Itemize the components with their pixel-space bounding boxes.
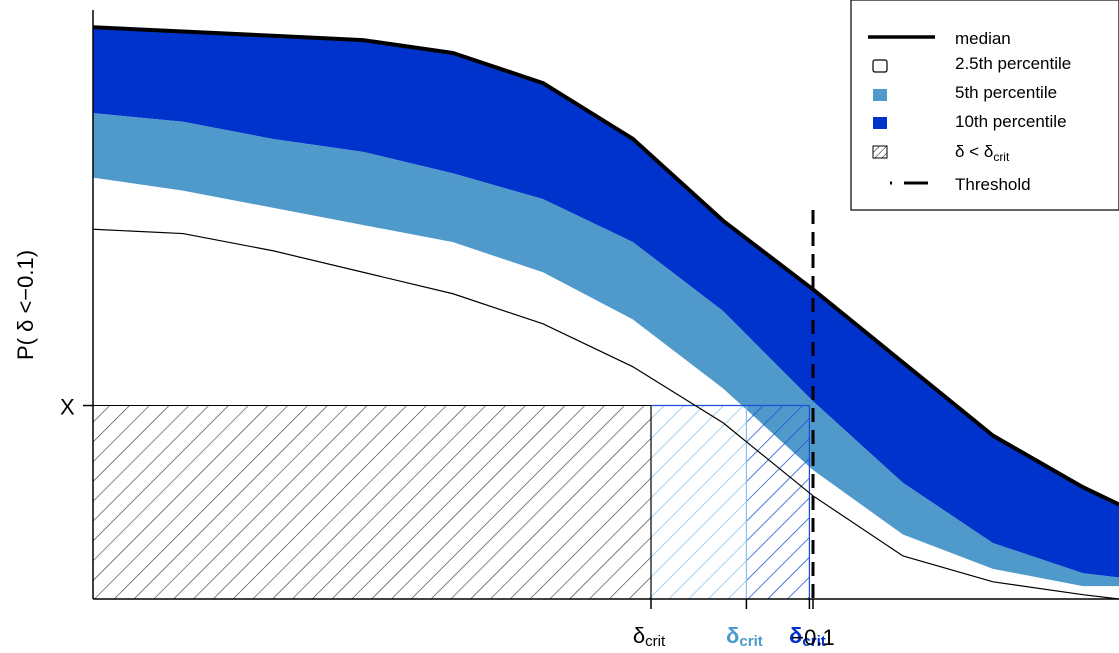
- band-5th-percentile: [93, 113, 1119, 587]
- hatch-region-2: [651, 405, 747, 599]
- legend-box: [850, 0, 1119, 211]
- legend-p10-swatch: [873, 117, 887, 129]
- hatch-region-3: [746, 405, 810, 599]
- crit-tick-label-2: δcrit: [726, 623, 763, 650]
- legend-p2-5-label: 2.5th percentile: [955, 54, 1071, 73]
- legend-hatch-label: δ < δcrit: [955, 142, 1010, 164]
- y-axis-label: P( δ <−0.1): [13, 250, 38, 360]
- percentile-bands: [93, 27, 1119, 587]
- y-marker-label: X: [60, 395, 75, 420]
- threshold-tick-label: −0.1: [791, 625, 834, 650]
- crit-tick-label-1: δcrit: [633, 623, 666, 650]
- legend-threshold-label: Threshold: [955, 175, 1031, 194]
- legend-hatch-swatch: [872, 145, 888, 159]
- tick-marks: δcrit δcrit δcrit: [83, 404, 826, 650]
- legend-p10-label: 10th percentile: [955, 112, 1067, 131]
- series-lines: [92, 25, 1119, 600]
- legend-p5-swatch: [873, 89, 887, 101]
- legend-p5-label: 5th percentile: [955, 83, 1057, 102]
- hatch-regions: [93, 404, 811, 599]
- legend-p2-5-swatch: [872, 59, 888, 73]
- hatch-region-1: [93, 405, 651, 599]
- lower-percentile-line: [92, 228, 1119, 600]
- legend: median 2.5th percentile 5th percentile 1…: [850, 0, 1119, 211]
- band-10th-percentile: [93, 27, 1119, 578]
- crit-tick-label-3: δcrit: [789, 623, 826, 650]
- legend-median-label: median: [955, 29, 1011, 48]
- median-line: [92, 25, 1119, 507]
